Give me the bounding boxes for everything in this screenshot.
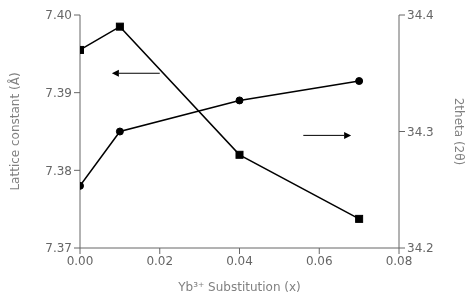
svg-text:0.06: 0.06 [306, 254, 333, 268]
svg-text:0.08: 0.08 [386, 254, 413, 268]
svg-text:7.37: 7.37 [45, 241, 72, 255]
svg-text:0.04: 0.04 [226, 254, 253, 268]
svg-text:34.2: 34.2 [407, 241, 434, 255]
svg-text:34.3: 34.3 [407, 125, 434, 139]
svg-text:7.40: 7.40 [45, 8, 72, 22]
svg-text:0.00: 0.00 [67, 254, 94, 268]
svg-text:Yb³⁺ Substitution (x): Yb³⁺ Substitution (x) [177, 280, 301, 294]
svg-text:Lattice constant (Å): Lattice constant (Å) [8, 72, 22, 190]
svg-text:7.39: 7.39 [45, 86, 72, 100]
svg-text:7.38: 7.38 [45, 164, 72, 178]
svg-text:34.4: 34.4 [407, 8, 434, 22]
svg-text:0.02: 0.02 [146, 254, 173, 268]
svg-text:2theta (2θ): 2theta (2θ) [452, 98, 466, 166]
